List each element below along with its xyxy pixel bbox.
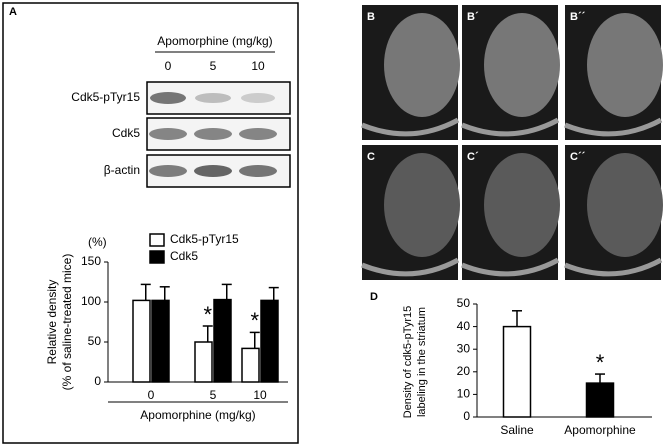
y-tick-label: 50 <box>457 296 471 310</box>
blot-header: Apomorphine (mg/kg) <box>157 34 272 48</box>
cortex <box>461 117 560 137</box>
x-tick-label: Saline <box>500 423 534 437</box>
blot-row-label: Cdk5-pTyr15 <box>71 90 140 104</box>
legend-swatch <box>149 250 165 264</box>
cortex <box>564 117 663 137</box>
y-label: labeling in the striatum <box>416 307 428 417</box>
y-tick-label: 30 <box>457 341 471 355</box>
blot-bands <box>149 92 277 177</box>
panel-label: C <box>367 151 375 163</box>
striatum <box>587 13 663 117</box>
x-tick-label: 10 <box>253 388 267 402</box>
y-tick-label: 0 <box>463 409 470 423</box>
striatum <box>587 153 663 257</box>
panel-label: C´ <box>467 151 479 163</box>
bar <box>132 299 151 383</box>
blot-row-label: Cdk5 <box>112 126 140 140</box>
x-tick-label: Apomorphine <box>564 423 636 437</box>
x-label: Apomorphine (mg/kg) <box>140 408 255 422</box>
cortex <box>361 257 460 277</box>
y-label: Relative density <box>45 280 59 365</box>
lane-label: 0 <box>165 59 172 73</box>
cortex <box>461 257 560 277</box>
bar <box>502 325 532 418</box>
lane-label: 5 <box>210 59 217 73</box>
cortex <box>564 257 663 277</box>
y-tick-label: 50 <box>88 334 102 348</box>
y-tick-label: 0 <box>94 374 101 388</box>
y-tick-label: 100 <box>81 294 101 308</box>
striatum <box>384 13 460 117</box>
annotation: * <box>596 350 605 375</box>
panel-label: C´´ <box>570 151 586 163</box>
striatum <box>484 13 560 117</box>
bar <box>585 382 615 418</box>
blot-row-label: β-actin <box>104 163 140 177</box>
panel-a-frame <box>2 2 299 444</box>
bar <box>151 299 170 383</box>
panel-label: D <box>370 291 378 303</box>
legend-swatch <box>149 233 165 247</box>
bar <box>241 347 260 383</box>
legend-label: Cdk5-pTyr15 <box>170 232 239 246</box>
bar <box>213 298 232 383</box>
annotation: * <box>250 308 259 333</box>
striatum <box>484 153 560 257</box>
y-tick-label: 10 <box>457 387 471 401</box>
y-unit: (%) <box>88 235 107 249</box>
y-label: Density of cdk5-pTyr15 <box>402 306 414 419</box>
panel-label: B <box>367 11 375 23</box>
y-tick-label: 20 <box>457 364 471 378</box>
legend-label: Cdk5 <box>170 249 198 263</box>
y-label: (% of saline-treated mice) <box>60 254 74 391</box>
x-tick-label: 5 <box>210 388 217 402</box>
cortex <box>361 117 460 137</box>
panel-label: B´ <box>467 11 479 23</box>
bar <box>260 299 279 383</box>
panel-label: B´´ <box>570 11 586 23</box>
y-tick-label: 150 <box>81 254 101 268</box>
bar <box>194 341 213 383</box>
annotation: * <box>203 302 212 327</box>
x-tick-label: 0 <box>148 388 155 402</box>
lane-label: 10 <box>251 59 265 73</box>
micrographs <box>361 5 663 280</box>
striatum <box>384 153 460 257</box>
y-tick-label: 40 <box>457 319 471 333</box>
panel-label: A <box>9 6 17 18</box>
blot-row <box>146 81 291 115</box>
